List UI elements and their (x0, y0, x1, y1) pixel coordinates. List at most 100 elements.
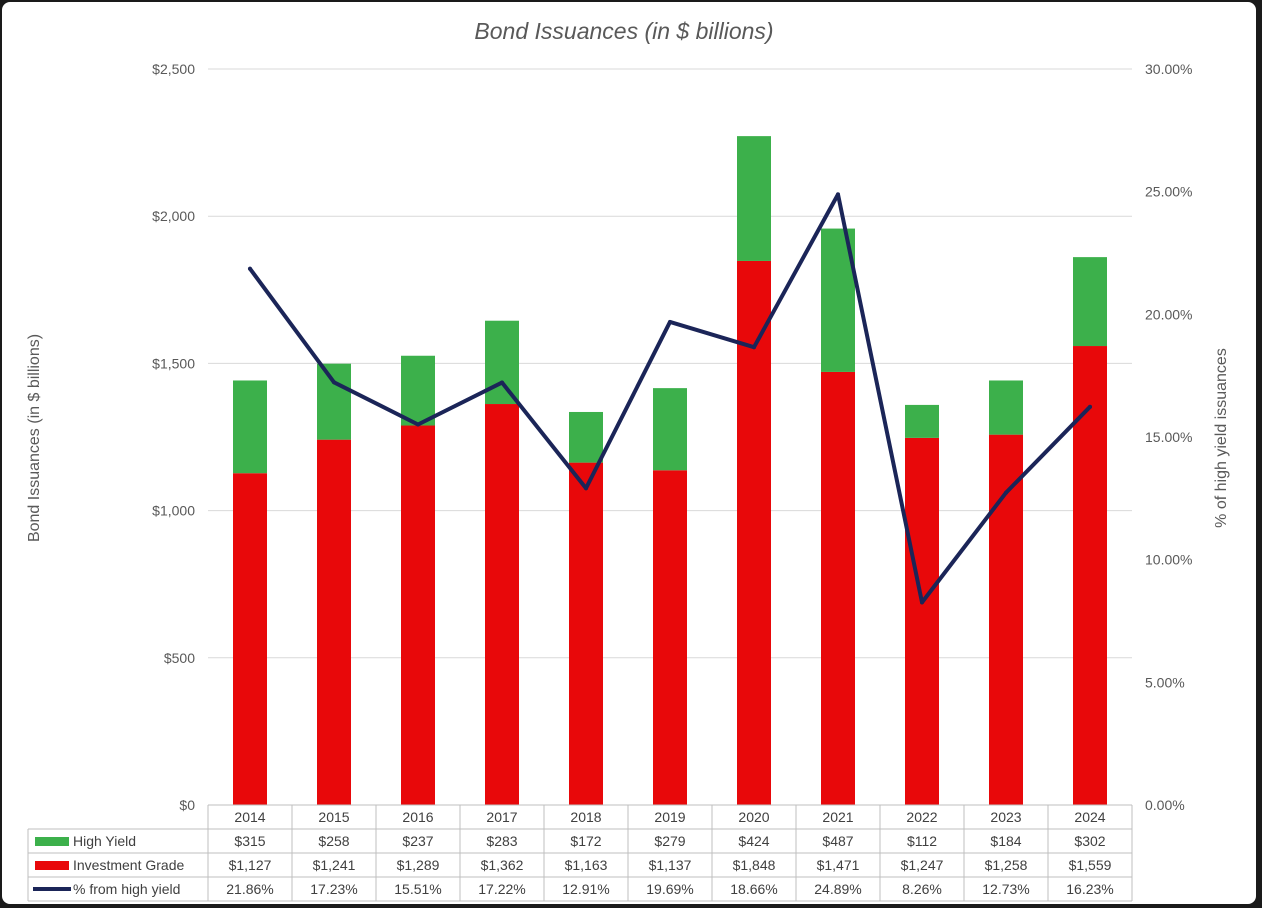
bar-high-yield (233, 380, 267, 474)
table-cell: 16.23% (1066, 881, 1113, 897)
y2-tick-label: 15.00% (1145, 429, 1192, 445)
bar-high-yield (317, 363, 351, 440)
table-cell: 17.23% (310, 881, 357, 897)
bar-investment-grade (485, 404, 519, 805)
table-cell: $1,127 (229, 857, 272, 873)
table-cell: $237 (402, 833, 433, 849)
x-tick-label: 2023 (990, 809, 1021, 825)
table-cell: $1,559 (1069, 857, 1112, 873)
y-tick-label: $0 (179, 797, 195, 813)
line-point (584, 486, 588, 491)
data-table: 2014 2015 2016 2017 2018 2019 2020 2021 2022 2023… (27, 804, 1133, 902)
bar-high-yield (653, 388, 687, 471)
x-tick-label: 2021 (822, 809, 853, 825)
table-cell: $1,247 (901, 857, 944, 873)
table-cell: $283 (486, 833, 517, 849)
bar-high-yield (737, 136, 771, 261)
table-cell: 12.91% (562, 881, 609, 897)
table-cell: 17.22% (478, 881, 525, 897)
bar-investment-grade (569, 462, 603, 805)
bar-high-yield (485, 320, 519, 405)
bar-high-yield (401, 355, 435, 426)
bar-investment-grade (737, 260, 771, 805)
bar-investment-grade (1073, 346, 1107, 805)
y-tick-label: $1,000 (152, 503, 195, 519)
y-tick-label: $1,500 (152, 355, 195, 371)
y2-tick-label: 5.00% (1145, 674, 1185, 690)
y2-tick-label: 25.00% (1145, 184, 1192, 200)
line-point (332, 380, 336, 385)
high-yield-share-line (248, 192, 1092, 605)
x-tick-label: 2014 (234, 809, 265, 825)
table-cell: $1,163 (565, 857, 608, 873)
y2-tick-label: 20.00% (1145, 306, 1192, 322)
legend-key (35, 837, 69, 846)
table-cell: $1,289 (397, 857, 440, 873)
x-tick-label: 2017 (486, 809, 517, 825)
x-tick-label: 2020 (738, 809, 769, 825)
table-cell: 15.51% (394, 881, 441, 897)
table-cell: $315 (234, 833, 265, 849)
y-tick-label: $500 (164, 650, 195, 666)
y2-axis-title: % of high yield issuances (1213, 348, 1230, 528)
table-cell: 8.26% (902, 881, 942, 897)
table-cell: $487 (822, 833, 853, 849)
line-point (500, 380, 504, 385)
table-cell: 12.73% (982, 881, 1029, 897)
bar-investment-grade (317, 439, 351, 805)
table-cell: $1,362 (481, 857, 524, 873)
bar-investment-grade (233, 473, 267, 805)
secondary-y-ticks: 0.00% 5.00% 10.00% 15.00% 20.00% 25.00% 30.00% (1145, 61, 1192, 813)
line-point (836, 192, 840, 197)
legend-label: % from high yield (73, 881, 180, 897)
table-cell: 19.69% (646, 881, 693, 897)
line-point (920, 600, 924, 605)
table-cell: $1,258 (985, 857, 1028, 873)
table-cell: 18.66% (730, 881, 777, 897)
table-cell: $1,241 (313, 857, 356, 873)
bar-high-yield (905, 404, 939, 438)
table-cell: 21.86% (226, 881, 273, 897)
x-tick-label: 2015 (318, 809, 349, 825)
x-tick-label: 2019 (654, 809, 685, 825)
legend-label: Investment Grade (73, 857, 184, 873)
x-tick-label: 2018 (570, 809, 601, 825)
table-cell: $172 (570, 833, 601, 849)
bar-investment-grade (821, 371, 855, 805)
x-tick-label: 2024 (1074, 809, 1105, 825)
x-tick-label: 2016 (402, 809, 433, 825)
legend-key (35, 861, 69, 870)
legend-label: High Yield (73, 833, 136, 849)
y-axis-title: Bond Issuances (in $ billions) (26, 334, 43, 542)
y-tick-label: $2,000 (152, 208, 195, 224)
table-cell: $424 (738, 833, 769, 849)
bar-high-yield (569, 411, 603, 463)
table-cell: $258 (318, 833, 349, 849)
table-cell: $1,848 (733, 857, 776, 873)
line-point (668, 319, 672, 324)
line-point (1004, 490, 1008, 495)
primary-y-ticks: $0 $500 $1,000 $1,500 $2,000 $2,500 (152, 61, 195, 813)
line-point (416, 422, 420, 427)
bar-investment-grade (905, 437, 939, 805)
stacked-bars (233, 136, 1107, 805)
y2-tick-label: 10.00% (1145, 552, 1192, 568)
y2-tick-label: 0.00% (1145, 797, 1185, 813)
bar-high-yield (989, 380, 1023, 435)
table-cell: $1,137 (649, 857, 692, 873)
table-cell: $279 (654, 833, 685, 849)
table-cell: $302 (1074, 833, 1105, 849)
y2-tick-label: 30.00% (1145, 61, 1192, 77)
line-point (752, 345, 756, 350)
bar-investment-grade (401, 425, 435, 805)
line-point (1088, 404, 1092, 409)
bar-investment-grade (653, 470, 687, 805)
bar-investment-grade (989, 434, 1023, 805)
bar-high-yield (1073, 257, 1107, 347)
table-cell: 24.89% (814, 881, 861, 897)
x-tick-label: 2022 (906, 809, 937, 825)
chart-title: Bond Issuances (in $ billions) (474, 18, 773, 44)
table-cell: $112 (907, 833, 937, 849)
